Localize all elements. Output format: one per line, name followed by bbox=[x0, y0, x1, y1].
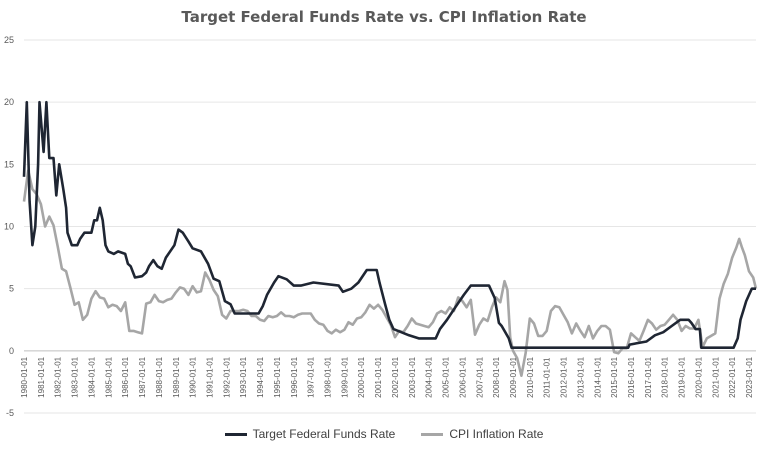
x-tick-label: 1988-01-01 bbox=[155, 356, 164, 397]
x-tick-label: 2005-01-01 bbox=[442, 356, 451, 397]
x-tick-label: 2001-01-01 bbox=[374, 356, 383, 397]
y-tick-label: 20 bbox=[4, 97, 14, 107]
gridlines bbox=[24, 39, 756, 414]
x-tick-label: 1995-01-01 bbox=[273, 356, 282, 397]
x-tick-label: 2004-01-01 bbox=[425, 356, 434, 397]
x-tick-label: 1994-01-01 bbox=[256, 356, 265, 397]
x-tick-label: 1982-01-01 bbox=[54, 356, 63, 397]
x-tick-label: 1996-01-01 bbox=[290, 356, 299, 397]
x-tick-label: 2017-01-01 bbox=[644, 356, 653, 397]
y-tick-label: 0 bbox=[9, 346, 14, 356]
x-tick-labels: 1980-01-01 1981-01-01 1982-01-01 1983-01-01… bbox=[20, 356, 754, 397]
x-tick-label: 1981-01-01 bbox=[37, 356, 46, 397]
legend-swatch-cpi bbox=[421, 432, 444, 436]
x-tick-label: 2000-01-01 bbox=[357, 356, 366, 397]
x-tick-label: 2006-01-01 bbox=[458, 356, 467, 397]
x-tick-label: 1990-01-01 bbox=[189, 356, 198, 397]
y-tick-label: 10 bbox=[4, 222, 14, 232]
series-lines bbox=[22, 100, 758, 377]
x-tick-label: 2008-01-01 bbox=[492, 356, 501, 397]
x-tick-label: 1985-01-01 bbox=[104, 356, 113, 397]
x-tick-label: 2012-01-01 bbox=[560, 356, 569, 397]
x-tick-label: 2002-01-01 bbox=[391, 356, 400, 397]
x-tick-label: 1984-01-01 bbox=[87, 356, 96, 397]
legend-item-fed-funds: Target Federal Funds Rate bbox=[224, 427, 396, 441]
x-tick-label: 2016-01-01 bbox=[627, 356, 636, 397]
y-tick-label: 15 bbox=[4, 159, 14, 169]
y-tick-label: 5 bbox=[9, 284, 14, 294]
x-tick-label: 2023-01-01 bbox=[745, 356, 754, 397]
x-tick-label: 2019-01-01 bbox=[678, 356, 687, 397]
legend-label-fed-funds: Target Federal Funds Rate bbox=[252, 427, 396, 441]
x-tick-label: 2010-01-01 bbox=[526, 356, 535, 397]
series-line-0 bbox=[22, 100, 756, 349]
x-tick-label: 1980-01-01 bbox=[20, 356, 29, 397]
series-line-1 bbox=[22, 169, 758, 377]
legend: Target Federal Funds Rate CPI Inflation … bbox=[0, 427, 768, 441]
x-tick-label: 2022-01-01 bbox=[728, 356, 737, 397]
x-tick-label: 2014-01-01 bbox=[593, 356, 602, 397]
x-tick-label: 1991-01-01 bbox=[205, 356, 214, 397]
x-tick-label: 2013-01-01 bbox=[576, 356, 585, 397]
y-tick-label: -5 bbox=[6, 408, 14, 418]
x-tick-label: 1997-01-01 bbox=[307, 356, 316, 397]
x-tick-label: 1992-01-01 bbox=[222, 356, 231, 397]
x-tick-label: 1986-01-01 bbox=[121, 356, 130, 397]
x-tick-label: 2015-01-01 bbox=[610, 356, 619, 397]
chart-title: Target Federal Funds Rate vs. CPI Inflat… bbox=[181, 8, 587, 26]
x-tick-label: 2021-01-01 bbox=[711, 356, 720, 397]
x-tick-label: 2009-01-01 bbox=[509, 356, 518, 397]
x-tick-label: 1983-01-01 bbox=[71, 356, 80, 397]
x-tick-label: 2011-01-01 bbox=[543, 357, 552, 398]
x-tick-label: 2007-01-01 bbox=[475, 356, 484, 397]
legend-item-cpi: CPI Inflation Rate bbox=[421, 427, 543, 441]
x-tick-label: 1999-01-01 bbox=[340, 356, 349, 397]
x-tick-label: 2018-01-01 bbox=[661, 356, 670, 397]
y-tick-label: 25 bbox=[4, 35, 14, 45]
x-tick-label: 1998-01-01 bbox=[324, 356, 333, 397]
x-tick-label: 1989-01-01 bbox=[172, 356, 181, 397]
x-tick-label: 2003-01-01 bbox=[408, 356, 417, 397]
x-tick-label: 1987-01-01 bbox=[138, 356, 147, 397]
legend-label-cpi: CPI Inflation Rate bbox=[449, 427, 544, 441]
y-tick-labels: -5 0 5 10 15 20 25 bbox=[4, 35, 14, 418]
legend-swatch-fed-funds bbox=[224, 432, 247, 436]
x-tick-label: 1993-01-01 bbox=[239, 356, 248, 397]
x-tick-label: 2020-01-01 bbox=[694, 356, 703, 397]
